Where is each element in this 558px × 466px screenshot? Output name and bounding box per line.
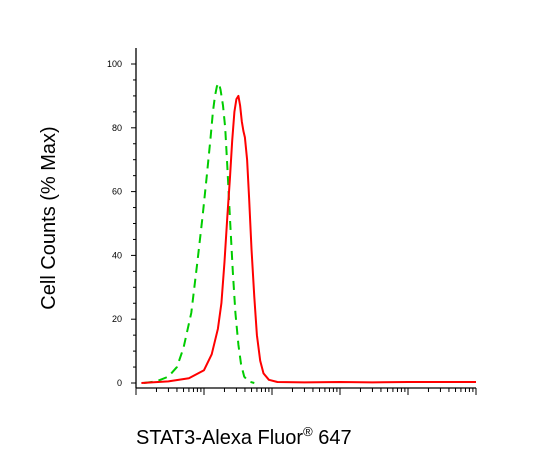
y-axis-label: Cell Counts (% Max)	[38, 126, 60, 309]
y-axis-ticks: 0 20 40 60 80 100	[107, 59, 136, 388]
y-tick-label: 40	[112, 250, 122, 260]
y-tick-label: 80	[112, 123, 122, 133]
y-tick-label: 100	[107, 59, 122, 69]
series-lines	[141, 82, 476, 384]
series-line-solid	[141, 94, 476, 384]
y-tick-label: 20	[112, 314, 122, 324]
y-tick-label: 0	[117, 378, 122, 388]
series-line-dashed	[143, 82, 255, 384]
y-tick-label: 60	[112, 187, 122, 197]
x-axis-label-superscript: ®	[303, 424, 313, 439]
x-axis-label-main: STAT3-Alexa Fluor	[136, 427, 303, 449]
x-axis-ticks	[135, 388, 477, 395]
x-axis-label: STAT3-Alexa Fluor® 647	[136, 424, 352, 449]
x-axis-label-suffix: 647	[313, 427, 352, 449]
